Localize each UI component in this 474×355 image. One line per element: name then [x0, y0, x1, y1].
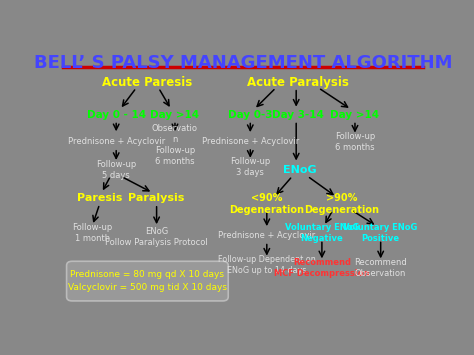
- Text: Prednisone + Acyclovir: Prednisone + Acyclovir: [68, 137, 165, 146]
- Text: Prednisone + Acyclovir: Prednisone + Acyclovir: [218, 231, 315, 240]
- Text: Acute Paresis: Acute Paresis: [102, 76, 192, 89]
- Text: Day 0 - 14: Day 0 - 14: [87, 110, 146, 120]
- Text: Day >14: Day >14: [330, 110, 380, 120]
- Text: <90%
Degeneration: <90% Degeneration: [229, 193, 304, 215]
- Text: Follow-up
1 month: Follow-up 1 month: [72, 223, 112, 242]
- Text: Prednisone = 80 mg qd X 10 days
Valcyclovir = 500 mg tid X 10 days: Prednisone = 80 mg qd X 10 days Valcyclo…: [68, 270, 227, 292]
- Text: Voluntary ENoG
Negative: Voluntary ENoG Negative: [285, 223, 359, 242]
- Text: Voluntary ENoG
Positive: Voluntary ENoG Positive: [344, 223, 418, 242]
- Text: Recommend
MCF Decompression: Recommend MCF Decompression: [274, 258, 370, 278]
- Text: Recommend
Observation: Recommend Observation: [354, 258, 407, 278]
- Text: ENoG
Follow Paralysis Protocol: ENoG Follow Paralysis Protocol: [105, 226, 208, 247]
- Text: Follow-up
5 days: Follow-up 5 days: [96, 160, 137, 180]
- Text: Acute Paralysis: Acute Paralysis: [247, 76, 349, 89]
- Text: Prednisone + Acyclovir: Prednisone + Acyclovir: [201, 137, 299, 146]
- Text: Day 3-14: Day 3-14: [272, 110, 324, 120]
- Text: ENoG: ENoG: [283, 165, 317, 175]
- Text: Day >14: Day >14: [150, 110, 200, 120]
- Text: Paralysis: Paralysis: [128, 193, 185, 203]
- Text: Follow-up Dependent on
ENoG up to 14 days: Follow-up Dependent on ENoG up to 14 day…: [218, 255, 316, 275]
- Text: Follow-up
6 months: Follow-up 6 months: [335, 132, 375, 152]
- Text: Day 0-3: Day 0-3: [228, 110, 273, 120]
- Text: >90%
Degeneration: >90% Degeneration: [305, 193, 380, 215]
- Text: Observatio
n
Follow-up
6 months: Observatio n Follow-up 6 months: [152, 124, 198, 166]
- Text: Paresis: Paresis: [77, 193, 122, 203]
- Text: BELL’ S PALSY MANAGEMENT ALGORITHM: BELL’ S PALSY MANAGEMENT ALGORITHM: [34, 54, 452, 72]
- FancyBboxPatch shape: [66, 261, 228, 301]
- Text: Follow-up
3 days: Follow-up 3 days: [230, 157, 270, 177]
